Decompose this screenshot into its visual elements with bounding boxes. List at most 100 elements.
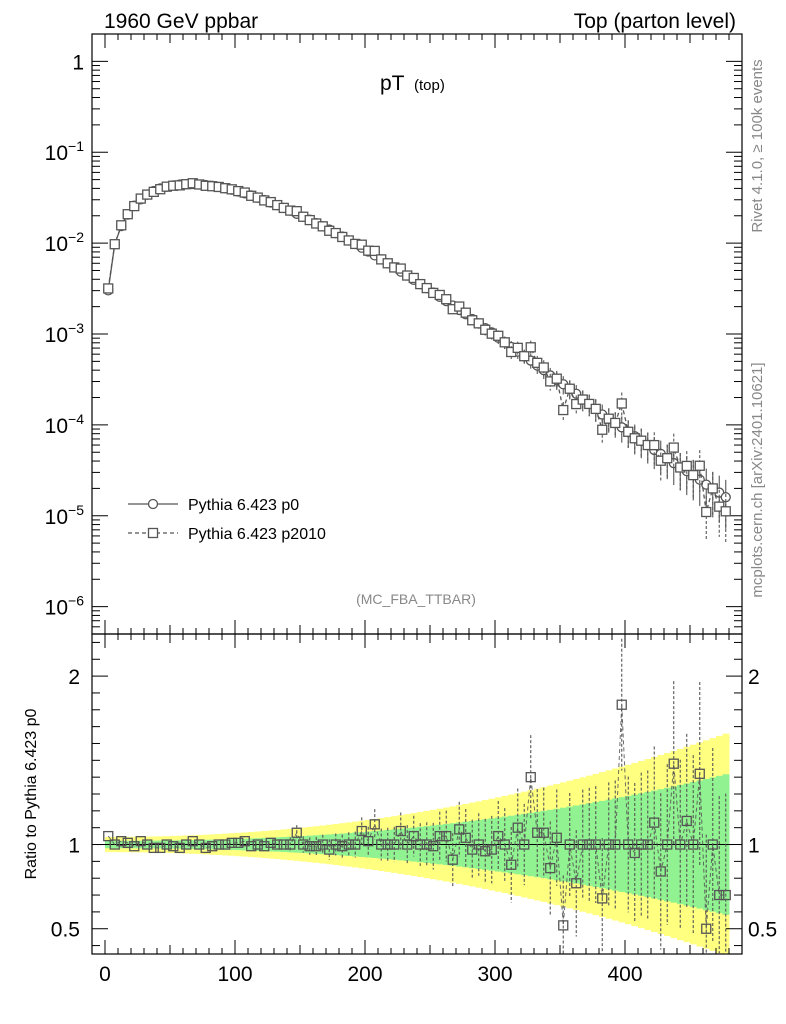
ratio-point [454, 824, 465, 835]
ratio-point [519, 839, 530, 850]
chart-title-main: pT [380, 72, 405, 95]
p2010-point [369, 245, 380, 257]
legend-label-p2010: Pythia 6.423 p2010 [188, 526, 326, 543]
p2010-point [558, 404, 569, 416]
header-right: Top (parton level) [574, 10, 736, 33]
p2010-point [668, 442, 679, 453]
p2010-point [129, 200, 140, 212]
p2010-point [109, 239, 120, 250]
ratio-point [395, 825, 406, 837]
x-tick-label: 0 [99, 963, 111, 986]
legend-marker-p2010 [147, 527, 159, 539]
ratio-point [590, 839, 601, 850]
y-tick-label: 10−2 [45, 229, 85, 256]
ratio-series-p2010 [103, 638, 731, 954]
p2010-point [688, 469, 699, 481]
p0-line [107, 183, 727, 498]
ratio-point [655, 866, 666, 877]
rivet-label: Rivet 4.1.0, ≥ 100k events [749, 59, 766, 232]
ratio-point [194, 839, 205, 850]
ratio-point [428, 841, 439, 852]
series-p0 [103, 178, 731, 529]
p2010-point [103, 283, 114, 294]
p2010-point [408, 272, 419, 284]
ratio-point [265, 837, 276, 848]
p2010-point [499, 337, 510, 348]
p2010-point [395, 263, 406, 274]
p2010-point [707, 483, 718, 494]
p2010-point [116, 220, 127, 231]
ratio-point [486, 844, 497, 855]
ratio-point [480, 846, 491, 857]
legend-marker-p0 [147, 498, 159, 510]
x-tick-label: 200 [347, 963, 382, 986]
legend: Pythia 6.423 p0 Pythia 6.423 p2010 [128, 497, 326, 543]
p2010-point [473, 318, 484, 329]
ratio-point [402, 839, 413, 850]
legend-label-p0: Pythia 6.423 p0 [188, 497, 299, 514]
p2010-point [525, 342, 536, 353]
p2010-point [538, 362, 549, 373]
ratio-point [103, 830, 114, 842]
p2010-point [694, 460, 705, 471]
ratio-point [564, 839, 575, 850]
ratio-point [109, 839, 120, 850]
ratio-point [174, 842, 185, 854]
ratio-point [675, 839, 686, 850]
ratio-y-tick-label-right: 0.5 [748, 919, 777, 942]
ratio-y-axis-label: Ratio to Pythia 6.423 p0 [23, 709, 40, 880]
y-tick-label: 10−4 [45, 411, 85, 438]
ratio-point [681, 815, 692, 827]
mcplots-label: mcplots.cern.ch [arXiv:2401.10621] [749, 362, 766, 597]
ratio-point [473, 839, 484, 850]
ratio-point [161, 839, 172, 850]
ratio-point [714, 889, 725, 901]
ratio-point [369, 819, 380, 830]
p2010-point [291, 206, 302, 217]
ratio-y-tick-label-left: 0.5 [51, 919, 80, 942]
p2010-point [597, 424, 608, 435]
p2010-point [662, 453, 673, 464]
ratio-point [662, 839, 673, 850]
series-p2010 [103, 178, 731, 543]
ratio-point [636, 839, 647, 850]
y-tick-label: 10−1 [45, 138, 85, 165]
chart-title-sub: (top) [414, 77, 445, 94]
p2010-point [564, 383, 575, 394]
header-left: 1960 GeV ppbar [104, 10, 258, 33]
ratio-point [545, 862, 556, 874]
p2010-point [493, 330, 504, 341]
ratio-point [629, 847, 640, 859]
x-tick-label: 300 [477, 963, 512, 986]
axis-ticks [92, 33, 742, 954]
ratio-point [246, 841, 257, 852]
p2010-point [551, 373, 562, 384]
p2010-point [720, 506, 731, 517]
ratio-point [122, 837, 133, 848]
ratio-point [135, 836, 146, 847]
ratio-point [363, 836, 374, 847]
p2010-point [454, 301, 465, 312]
ratio-point [597, 893, 608, 904]
ratio-point [408, 830, 419, 842]
ratio-point [356, 825, 367, 837]
x-tick-label: 100 [217, 963, 252, 986]
p2010-point [122, 209, 133, 220]
ratio-line [107, 704, 726, 929]
ratio-y-tick-label-right: 1 [748, 835, 760, 858]
ratio-point [337, 841, 348, 852]
ratio-point [142, 839, 153, 850]
ratio-point [350, 839, 361, 850]
ratio-point [291, 827, 302, 838]
ratio-point [187, 836, 198, 847]
chart-title: pT (top) [380, 72, 445, 95]
analysis-label: (MC_FBA_TTBAR) [356, 591, 476, 607]
ratio-point [649, 817, 660, 828]
ratio-point [499, 839, 510, 850]
p2010-point [590, 403, 601, 415]
p2010-line [107, 182, 727, 513]
ratio-point [259, 841, 270, 852]
p2010-point [610, 417, 621, 429]
p2010-point [441, 294, 452, 305]
ratio-point [551, 832, 562, 843]
